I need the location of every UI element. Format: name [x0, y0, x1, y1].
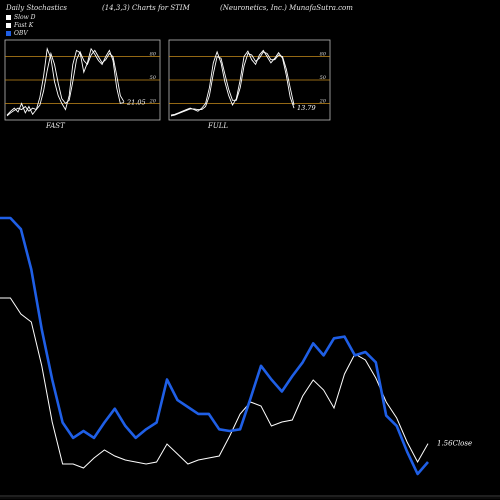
stoch-line-1	[6, 49, 125, 117]
close-price-line	[0, 297, 429, 469]
main-panel: 1.56Close	[0, 216, 500, 499]
legend-fast-k-swatch	[6, 23, 11, 28]
legend-slow-d-swatch	[6, 15, 11, 20]
header-middle: (14,3,3) Charts for STIM	[102, 4, 190, 12]
close-value-label: 1.56Close	[437, 440, 472, 448]
legend-fast-k: Fast K	[6, 22, 33, 29]
stoch-line-1	[170, 51, 295, 117]
full-panel-label: FULL	[208, 122, 229, 130]
stoch-line-0	[170, 49, 295, 116]
level-label: 50	[320, 75, 327, 81]
last-value-label: 21.05	[126, 99, 146, 107]
stoch-line-0	[6, 47, 125, 116]
legend-slow-d-label: Slow D	[14, 14, 36, 21]
level-label: 20	[319, 98, 327, 104]
legend-obv: OBV	[6, 30, 28, 37]
legend-obv-swatch	[6, 31, 11, 36]
legend-obv-label: OBV	[14, 30, 28, 37]
level-label: 80	[150, 52, 157, 58]
obv-line	[0, 216, 429, 476]
header-right: (Neuronetics, Inc.) MunafaSutra.com	[220, 4, 353, 12]
legend-slow-d: Slow D	[6, 14, 36, 21]
level-label: 20	[149, 98, 157, 104]
last-value-label: 13.79	[297, 104, 316, 112]
level-label: 50	[150, 75, 157, 81]
level-label: 80	[320, 52, 327, 58]
fast-panel-label: FAST	[46, 122, 65, 130]
header-left: Daily Stochastics	[6, 4, 68, 12]
legend-fast-k-label: Fast K	[14, 22, 34, 29]
